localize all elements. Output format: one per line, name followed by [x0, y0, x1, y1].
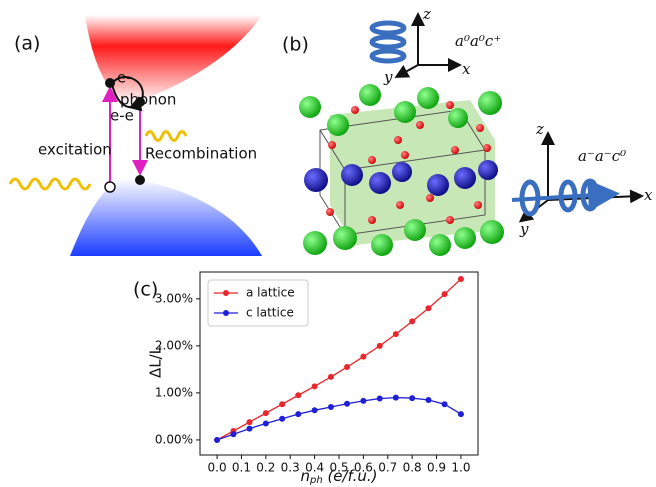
data-point — [247, 419, 253, 425]
axis-label: y — [519, 220, 529, 238]
axis-label: x — [462, 60, 471, 78]
data-point — [230, 431, 236, 437]
legend-marker — [223, 310, 229, 316]
axis-label: z — [535, 120, 544, 138]
data-point — [442, 401, 448, 407]
electron — [135, 175, 145, 185]
label: e-e — [110, 107, 134, 125]
tilt-notation: a⁰a⁰c⁺ — [455, 32, 501, 50]
x-tick-label: 0.1 — [232, 461, 251, 475]
data-point — [214, 437, 220, 443]
label: e- — [117, 69, 132, 87]
data-point — [409, 318, 415, 324]
label: excitation — [38, 141, 112, 159]
panel-a: (a) e- phonon e-e excitation Recombinati… — [10, 15, 262, 256]
data-point — [328, 404, 334, 410]
axis-label: x — [644, 186, 653, 204]
data-point — [263, 410, 269, 416]
x-tick-label: 0.3 — [281, 461, 300, 475]
figure: (a) e- phonon e-e excitation Recombinati… — [0, 0, 656, 487]
data-point — [263, 420, 269, 426]
x-tick-label: 0.9 — [427, 461, 446, 475]
x-tick-label: 0.6 — [354, 461, 373, 475]
panel-label: (a) — [14, 33, 40, 55]
x-tick-label: 1.0 — [451, 461, 470, 475]
valence-band — [70, 178, 262, 256]
crystal — [299, 84, 504, 256]
top-axes — [398, 16, 458, 76]
page: {"panel_a": {"label": "(a)", "electron_t… — [0, 0, 656, 487]
data-point — [458, 411, 464, 417]
tilt-notation: a⁻a⁻c⁰ — [578, 147, 626, 165]
legend-label: c lattice — [246, 306, 294, 320]
x-tick-label: 0.2 — [256, 461, 275, 475]
data-point — [344, 401, 350, 407]
x-tick-label: 0.7 — [378, 461, 397, 475]
data-point — [247, 426, 253, 432]
data-point — [360, 354, 366, 360]
legend-label: a lattice — [246, 286, 295, 300]
y-tick-label: 2.00% — [155, 338, 193, 352]
x-tick-label: 0.4 — [305, 461, 324, 475]
data-point — [425, 305, 431, 311]
x-tick-label: 0.8 — [403, 461, 422, 475]
data-point — [442, 291, 448, 297]
data-point — [377, 343, 383, 349]
x-label-sub: ph — [309, 475, 323, 486]
rotation-arrow — [372, 23, 404, 61]
hole — [105, 182, 115, 192]
y-tick-label: 3.00% — [155, 291, 193, 305]
panel-c: (c) ΔL/L nph (e/f.u.) 0.00%1.00%2.00%3.0… — [133, 272, 478, 486]
data-point — [295, 411, 301, 417]
data-point — [393, 331, 399, 337]
data-point — [344, 364, 350, 370]
y-tick-label: 1.00% — [155, 385, 193, 399]
data-point — [312, 407, 318, 413]
data-point — [279, 401, 285, 407]
data-point — [458, 276, 464, 282]
data-point — [409, 395, 415, 401]
data-point — [360, 398, 366, 404]
data-point — [279, 416, 285, 422]
x-tick-label: 0.0 — [208, 461, 227, 475]
data-point — [312, 383, 318, 389]
label: Recombination — [145, 145, 257, 163]
y-tick-label: 0.00% — [155, 432, 193, 446]
axis-label: z — [422, 5, 431, 23]
data-point — [393, 395, 399, 401]
data-point — [328, 374, 334, 380]
electron — [105, 78, 115, 88]
panel-b: (b) z x y a⁰a⁰c⁺ — [282, 5, 653, 256]
panel-label: (b) — [282, 34, 309, 56]
data-point — [377, 396, 383, 402]
data-point — [295, 392, 301, 398]
x-tick-label: 0.5 — [329, 461, 348, 475]
axis-label: y — [383, 68, 393, 86]
photon-wave — [146, 132, 186, 141]
photon-wave — [10, 179, 90, 189]
legend-marker — [223, 290, 229, 296]
data-point — [425, 397, 431, 403]
series-line — [217, 398, 461, 440]
